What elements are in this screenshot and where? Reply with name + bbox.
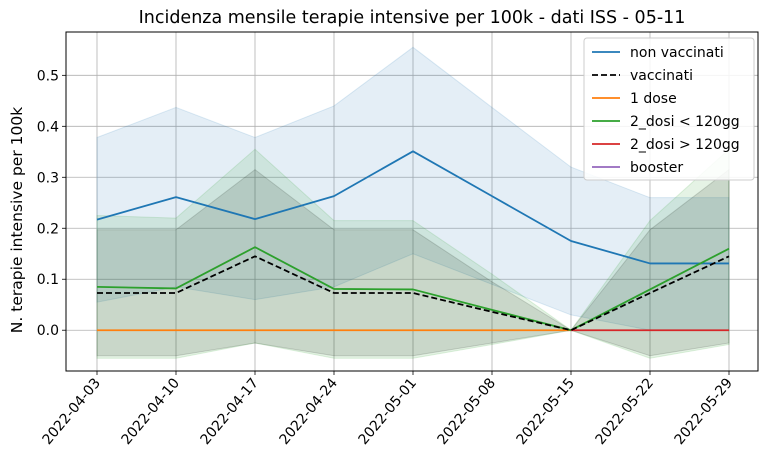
x-tick-label: 2022-05-22 bbox=[593, 375, 658, 448]
line-2-dosi-120gg bbox=[96, 246, 730, 332]
legend-label: 2_dosi < 120gg bbox=[630, 114, 740, 130]
legend-label: vaccinati bbox=[630, 68, 693, 84]
y-tick-label: 0.4 bbox=[37, 119, 59, 135]
series-lines bbox=[96, 150, 730, 332]
x-tick-label: 2022-04-24 bbox=[277, 375, 342, 448]
legend-label: 2_dosi > 120gg bbox=[630, 137, 740, 153]
y-tick-label: 0.0 bbox=[37, 323, 59, 339]
y-tick-label: 0.5 bbox=[37, 68, 59, 84]
y-axis-ticks: 0.0 0.1 0.2 0.3 0.4 0.5 bbox=[37, 68, 66, 339]
chart-title: Incidenza mensile terapie intensive per … bbox=[139, 8, 686, 28]
x-tick-label: 2022-05-08 bbox=[435, 375, 500, 448]
line-non-vaccinati bbox=[96, 150, 729, 265]
x-axis-ticks: 2022-04-03 2022-04-10 2022-04-17 2022-04-24… bbox=[40, 371, 737, 448]
legend-label: 1 dose bbox=[630, 91, 677, 107]
band-vaccinati bbox=[96, 168, 730, 357]
plot-frame bbox=[65, 31, 759, 372]
y-tick-label: 0.3 bbox=[37, 170, 59, 186]
x-tick-label: 2022-05-29 bbox=[672, 375, 737, 448]
x-tick-label: 2022-05-15 bbox=[514, 375, 579, 448]
legend-box bbox=[583, 37, 755, 181]
y-axis-label: N. terapie intensive per 100k bbox=[8, 107, 26, 333]
confidence-bands bbox=[96, 46, 730, 359]
band-2-dosi-120gg bbox=[96, 148, 730, 359]
x-tick-label: 2022-04-17 bbox=[198, 375, 263, 448]
legend-label: booster bbox=[630, 160, 683, 176]
legend: non vaccinati vaccinati 1 dose 2_dosi < 120… bbox=[583, 37, 755, 181]
x-tick-label: 2022-05-01 bbox=[356, 375, 421, 448]
x-tick-label: 2022-04-10 bbox=[119, 375, 184, 448]
x-tick-label: 2022-04-03 bbox=[40, 375, 105, 448]
legend-label: non vaccinati bbox=[630, 45, 724, 61]
y-tick-label: 0.2 bbox=[37, 221, 59, 237]
line-vaccinati bbox=[97, 255, 730, 332]
grid bbox=[66, 32, 758, 371]
y-tick-label: 0.1 bbox=[37, 272, 59, 288]
